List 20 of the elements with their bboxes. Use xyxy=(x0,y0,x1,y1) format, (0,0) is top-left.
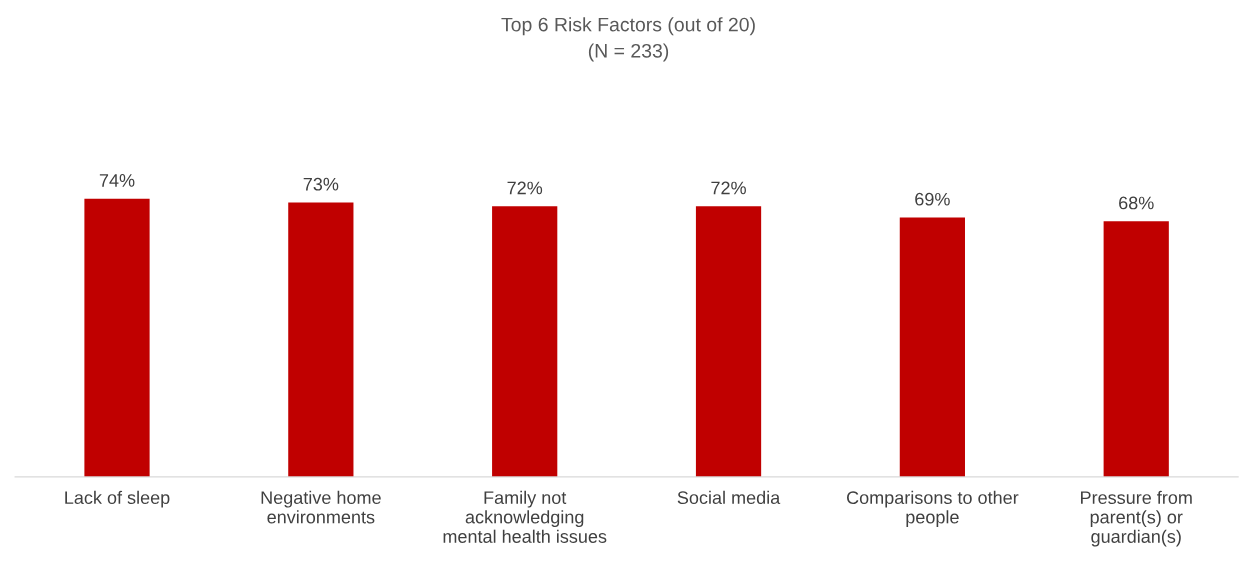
data-label: 72% xyxy=(711,181,746,195)
data-label: 72% xyxy=(507,181,543,195)
bar xyxy=(1103,221,1169,477)
x-tick-label: Negative home environments xyxy=(261,490,381,524)
data-label: 73% xyxy=(303,177,339,191)
bar xyxy=(492,206,558,477)
x-tick-label: Comparisons to other people xyxy=(847,490,1019,528)
x-tick-label: Social media xyxy=(677,490,781,505)
bar xyxy=(899,217,965,477)
data-label: 68% xyxy=(1119,196,1154,210)
x-tick-label: Pressure from parent(s) or guardian(s) xyxy=(1081,490,1192,547)
bar xyxy=(288,202,354,477)
bar xyxy=(695,206,762,477)
data-label: 74% xyxy=(99,174,135,187)
data-label: 69% xyxy=(915,192,950,206)
chart-subtitle: (N = 233) xyxy=(588,43,669,62)
x-tick-label: Lack of sleep xyxy=(65,490,170,508)
x-tick-label: Family not acknowledging mental health issues xyxy=(443,490,607,543)
bar xyxy=(84,198,150,477)
chart-title: Top 6 Risk Factors (out of 20) xyxy=(501,17,755,36)
